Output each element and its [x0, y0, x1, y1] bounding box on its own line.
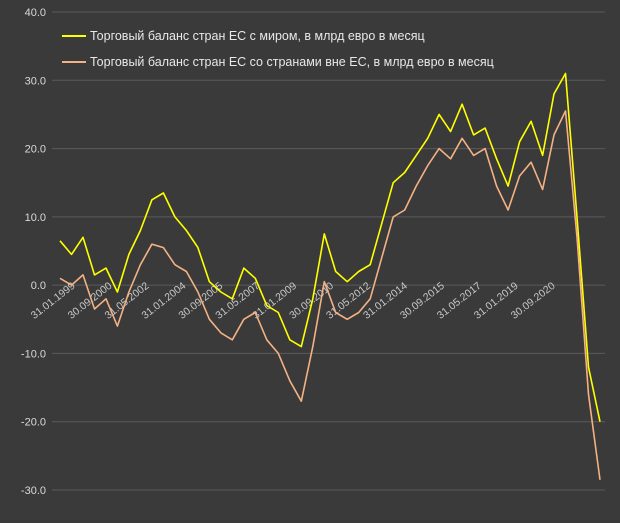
y-tick-label: 20.0: [25, 144, 46, 156]
y-tick-label: 30.0: [25, 75, 46, 87]
y-tick-label: 0.0: [31, 280, 46, 292]
series-line-0: [59, 72, 601, 422]
y-tick-label: 40.0: [25, 7, 46, 19]
y-tick-label: -10.0: [21, 348, 46, 360]
x-axis: 31.01.199930.09.200031.05.200231.01.2004…: [29, 280, 558, 322]
y-tick-label: -20.0: [21, 417, 46, 429]
legend-label-extra-eu: Торговый баланс стран ЕС со странами вне…: [90, 55, 494, 69]
legend: Торговый баланс стран ЕС с миром, в млрд…: [62, 29, 494, 69]
series-line-1: [59, 110, 601, 480]
y-tick-label: -30.0: [21, 485, 46, 497]
y-tick-label: 10.0: [25, 212, 46, 224]
series-lines: [59, 72, 601, 480]
legend-label-world: Торговый баланс стран ЕС с миром, в млрд…: [90, 29, 425, 43]
y-axis: 40.0 30.0 20.0 10.0 0.0 -10.0 -20.0 -30.0: [21, 7, 46, 497]
gridlines: [52, 11, 605, 491]
